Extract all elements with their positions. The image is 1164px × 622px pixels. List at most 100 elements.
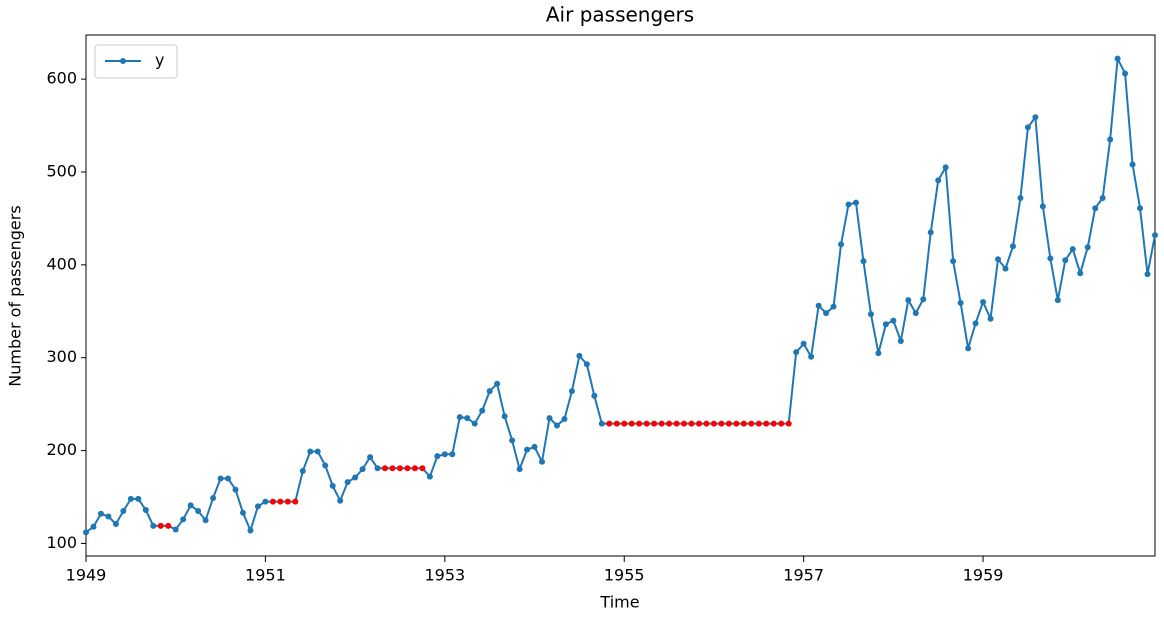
point xyxy=(591,392,598,399)
point xyxy=(793,349,800,356)
point xyxy=(778,420,785,427)
point xyxy=(1039,203,1046,210)
legend-label: y xyxy=(155,51,164,70)
line xyxy=(85,55,1156,534)
point xyxy=(1024,124,1031,131)
plot-area xyxy=(85,34,1156,557)
point xyxy=(823,310,830,317)
point xyxy=(965,345,972,352)
point xyxy=(688,420,695,427)
point xyxy=(494,380,501,387)
point xyxy=(666,420,673,427)
point xyxy=(97,510,104,517)
point xyxy=(1047,255,1054,262)
point xyxy=(314,448,321,455)
point xyxy=(479,407,486,414)
point xyxy=(382,465,389,472)
point xyxy=(396,465,403,472)
point xyxy=(972,320,979,327)
x-tick-label: 1951 xyxy=(245,566,286,585)
point xyxy=(995,256,1002,263)
point xyxy=(1017,194,1024,201)
point xyxy=(808,353,815,360)
point xyxy=(299,468,306,475)
point xyxy=(322,462,329,469)
point xyxy=(524,446,531,453)
point xyxy=(284,498,291,505)
point xyxy=(195,507,202,514)
y-tick-label: 300 xyxy=(46,347,77,366)
point xyxy=(90,523,97,530)
point xyxy=(838,241,845,248)
point xyxy=(643,420,650,427)
point xyxy=(763,420,770,427)
point xyxy=(247,527,254,534)
x-tick-label: 1949 xyxy=(66,566,107,585)
point xyxy=(539,458,546,465)
point xyxy=(1107,136,1114,143)
point xyxy=(905,297,912,304)
point xyxy=(1054,297,1061,304)
point xyxy=(733,420,740,427)
point xyxy=(187,502,194,509)
point xyxy=(1144,271,1151,278)
point xyxy=(725,420,732,427)
point xyxy=(845,201,852,208)
point xyxy=(875,350,882,357)
point xyxy=(262,498,269,505)
point xyxy=(673,420,680,427)
point xyxy=(292,498,299,505)
point xyxy=(344,479,351,486)
point xyxy=(112,520,119,527)
point xyxy=(210,494,217,501)
point xyxy=(658,420,665,427)
point xyxy=(232,486,239,493)
point xyxy=(142,507,149,514)
point xyxy=(456,414,463,421)
point xyxy=(613,420,620,427)
point xyxy=(681,420,688,427)
point xyxy=(1032,114,1039,121)
y-tick-label: 200 xyxy=(46,440,77,459)
point xyxy=(501,413,508,420)
x-tick-label: 1959 xyxy=(963,566,1004,585)
point xyxy=(1002,265,1009,272)
point xyxy=(83,529,89,536)
point xyxy=(120,507,127,514)
point xyxy=(486,388,493,395)
point xyxy=(135,495,142,502)
y-tick-label: 600 xyxy=(46,69,77,88)
point xyxy=(352,474,359,481)
point xyxy=(621,420,628,427)
point xyxy=(1062,257,1069,264)
point xyxy=(1009,243,1016,250)
point xyxy=(785,420,792,427)
point xyxy=(852,199,859,206)
point xyxy=(419,465,426,472)
point xyxy=(950,258,957,265)
point xyxy=(434,453,441,460)
point xyxy=(927,229,934,236)
point xyxy=(942,164,949,171)
point xyxy=(1084,244,1091,251)
y-tick-label: 400 xyxy=(46,254,77,273)
point xyxy=(598,420,605,427)
point xyxy=(329,482,336,489)
point xyxy=(935,177,942,184)
point xyxy=(860,258,867,265)
point xyxy=(867,311,874,318)
point xyxy=(740,420,747,427)
x-tick-label: 1955 xyxy=(604,566,645,585)
y-tick-label: 500 xyxy=(46,161,77,180)
point xyxy=(987,315,994,322)
point xyxy=(464,415,471,422)
point xyxy=(980,299,987,306)
point xyxy=(277,498,284,505)
point xyxy=(912,310,919,317)
point xyxy=(1114,55,1121,62)
point xyxy=(1129,161,1136,168)
point xyxy=(1099,194,1106,201)
point xyxy=(1077,270,1084,277)
point xyxy=(509,437,516,444)
point xyxy=(755,420,762,427)
